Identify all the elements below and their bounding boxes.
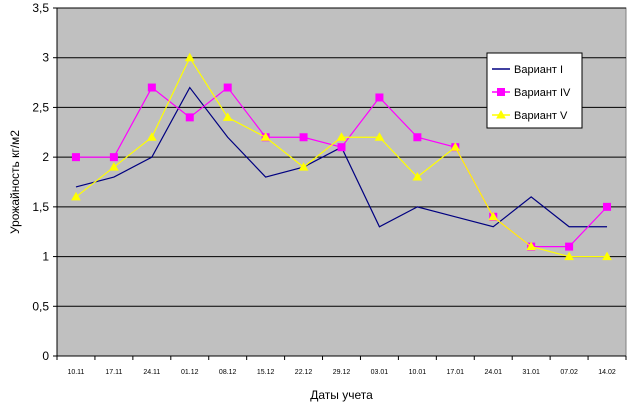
data-point-triangle <box>71 191 81 201</box>
data-point-square <box>375 93 384 102</box>
x-tick-label: 15.12 <box>257 369 275 376</box>
data-point-square <box>497 88 505 96</box>
x-tick-label: 24.11 <box>143 369 160 376</box>
data-point-triangle <box>496 109 506 119</box>
x-tick-label: 24.01 <box>484 369 502 376</box>
data-point-triangle <box>374 132 385 141</box>
data-point-triangle <box>526 241 537 251</box>
data-point-triangle <box>336 132 347 141</box>
x-tick-label: 03.01 <box>371 369 389 376</box>
legend-label: Вариант V <box>514 110 568 122</box>
x-tick-label: 31.01 <box>522 369 540 376</box>
data-point-triangle <box>450 142 461 151</box>
x-tick-labels: 10.11 17.11 24.11 01.12 08.12 15.12 22.12 29.12… <box>67 369 615 376</box>
data-point-triangle <box>146 132 157 141</box>
x-axis-title: Даты учета <box>310 388 373 402</box>
data-point-square <box>337 143 346 152</box>
legend: Вариант I Вариант IV Вариант V <box>486 52 583 129</box>
y-tick-labels: 0 0,5 1 1,5 2 2,5 3 3,5 <box>32 1 49 363</box>
y-tick-label: 1 <box>42 250 49 264</box>
x-tick-label: 14.02 <box>598 369 616 376</box>
x-tick-label: 17.11 <box>105 369 122 376</box>
series-3 <box>71 52 612 261</box>
axes <box>56 8 627 360</box>
x-tick-label: 01.12 <box>181 369 199 376</box>
data-point-square <box>109 153 118 162</box>
data-point-square <box>299 133 308 142</box>
data-point-triangle <box>222 112 233 121</box>
y-tick-label: 3,5 <box>32 1 49 15</box>
data-point-triangle <box>564 251 574 261</box>
data-point-triangle <box>109 162 119 171</box>
x-tick-label: 07.02 <box>560 369 578 376</box>
y-tick-label: 0,5 <box>32 299 49 313</box>
x-tick-label: 29.12 <box>333 369 351 376</box>
data-point-square <box>71 153 80 162</box>
x-tick-label: 08.12 <box>219 369 237 376</box>
x-tick-label: 10.11 <box>67 369 84 376</box>
data-point-triangle <box>184 52 195 62</box>
data-point-square <box>413 133 422 142</box>
legend-item: Вариант V <box>492 109 568 122</box>
data-point-square <box>603 202 612 211</box>
y-tick-label: 0 <box>42 349 49 363</box>
legend-item: Вариант IV <box>492 87 571 99</box>
data-point-triangle <box>412 172 423 181</box>
legend-label: Вариант I <box>514 64 563 76</box>
data-point-triangle <box>298 162 309 171</box>
data-point-square <box>147 83 156 92</box>
data-point-square <box>565 242 574 251</box>
x-tick-label: 17.01 <box>447 369 465 376</box>
y-tick-label: 2 <box>42 150 49 164</box>
data-point-triangle <box>260 132 271 141</box>
y-axis-title: Урожайность кг/м2 <box>8 130 22 234</box>
legend-label: Вариант IV <box>514 87 571 99</box>
x-tick-label: 22.12 <box>295 369 313 376</box>
data-point-square <box>223 83 232 92</box>
y-tick-label: 2,5 <box>32 100 49 114</box>
data-point-triangle <box>602 251 612 261</box>
y-tick-label: 1,5 <box>32 200 49 214</box>
series-group <box>71 52 612 261</box>
data-point-square <box>185 113 194 122</box>
x-tick-label: 10.01 <box>409 369 427 376</box>
data-point-triangle <box>488 211 499 221</box>
legend-item: Вариант I <box>492 64 563 76</box>
y-tick-label: 3 <box>42 51 49 65</box>
